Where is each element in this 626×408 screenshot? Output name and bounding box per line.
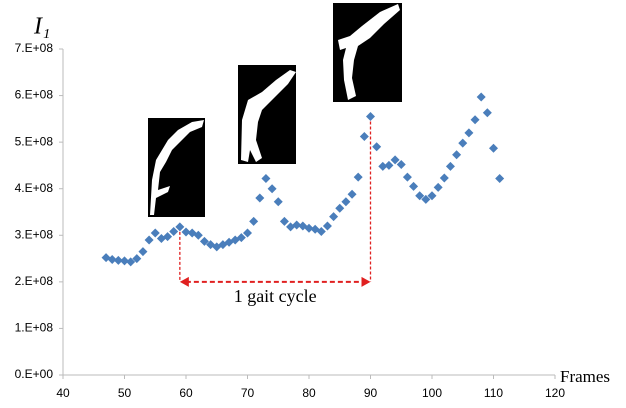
data-point xyxy=(113,255,123,265)
data-point xyxy=(181,227,191,237)
x-tick-label: 100 xyxy=(422,386,442,400)
silhouette xyxy=(241,70,296,162)
x-tick-label: 60 xyxy=(179,386,193,400)
data-point xyxy=(138,247,148,257)
data-point xyxy=(335,203,345,213)
x-axis-label: Frames xyxy=(560,367,610,386)
data-point xyxy=(169,227,179,237)
x-tick-label: 110 xyxy=(484,386,503,400)
y-axis-label: I₁ xyxy=(33,14,50,40)
y-tick-label: 6.E+08 xyxy=(15,88,54,102)
data-point xyxy=(470,115,480,125)
data-point xyxy=(292,220,302,230)
data-point xyxy=(175,222,185,232)
x-tick-label: 50 xyxy=(118,386,132,400)
y-tick-label: 5.E+08 xyxy=(15,134,54,148)
data-point xyxy=(409,181,419,191)
silhouette xyxy=(150,120,204,215)
data-point xyxy=(273,197,283,207)
data-point xyxy=(384,160,394,170)
data-point xyxy=(402,172,412,182)
data-point xyxy=(120,256,129,266)
data-point xyxy=(132,254,142,264)
y-tick-label: 7.E+08 xyxy=(15,41,54,55)
data-point xyxy=(249,216,259,226)
data-point xyxy=(261,173,271,183)
data-point xyxy=(366,112,375,122)
y-tick-label: 0.E+00 xyxy=(15,367,54,381)
x-tick-label: 90 xyxy=(364,386,378,400)
data-point xyxy=(267,184,277,194)
data-point xyxy=(427,191,437,201)
silhouette xyxy=(338,4,400,100)
data-point xyxy=(445,161,455,171)
data-point xyxy=(236,233,246,243)
data-point xyxy=(279,216,289,226)
data-point xyxy=(329,212,339,222)
y-tick-label: 2.E+08 xyxy=(15,274,54,288)
data-point xyxy=(163,232,173,242)
arrow-head xyxy=(179,276,189,287)
x-tick-label: 120 xyxy=(545,386,565,400)
data-point xyxy=(452,150,462,160)
data-point xyxy=(372,142,382,152)
data-point xyxy=(421,194,431,204)
data-point xyxy=(193,230,203,240)
data-point xyxy=(390,155,400,165)
data-point xyxy=(439,173,449,183)
data-point xyxy=(150,228,160,238)
y-tick-label: 4.E+08 xyxy=(15,181,54,195)
data-point xyxy=(243,228,252,238)
data-point xyxy=(458,138,468,148)
x-tick-label: 70 xyxy=(241,386,255,400)
data-point xyxy=(359,132,369,142)
data-point xyxy=(316,227,326,237)
data-point xyxy=(347,189,357,199)
data-point xyxy=(255,193,265,203)
data-point xyxy=(126,257,136,267)
data-point xyxy=(433,182,443,192)
silhouettes xyxy=(148,3,402,217)
data-point xyxy=(415,191,425,201)
data-point xyxy=(341,197,351,207)
arrow-head xyxy=(361,276,371,287)
data-point xyxy=(464,128,474,138)
data-point xyxy=(304,223,314,233)
data-point xyxy=(199,236,209,246)
data-point xyxy=(489,143,498,153)
y-tick-label: 1.E+08 xyxy=(15,321,54,335)
data-point xyxy=(378,161,388,171)
data-point xyxy=(107,255,117,265)
x-tick-label: 40 xyxy=(56,386,70,400)
data-point xyxy=(396,159,406,169)
data-point xyxy=(353,172,363,182)
annotation-label: 1 gait cycle xyxy=(234,286,317,306)
x-tick-label: 80 xyxy=(302,386,316,400)
data-point xyxy=(144,235,154,245)
data-point xyxy=(322,221,332,231)
y-tick-label: 3.E+08 xyxy=(15,227,54,241)
data-point xyxy=(476,92,486,102)
data-point xyxy=(495,173,505,183)
silhouette-frame xyxy=(333,3,402,102)
data-point xyxy=(482,108,492,118)
